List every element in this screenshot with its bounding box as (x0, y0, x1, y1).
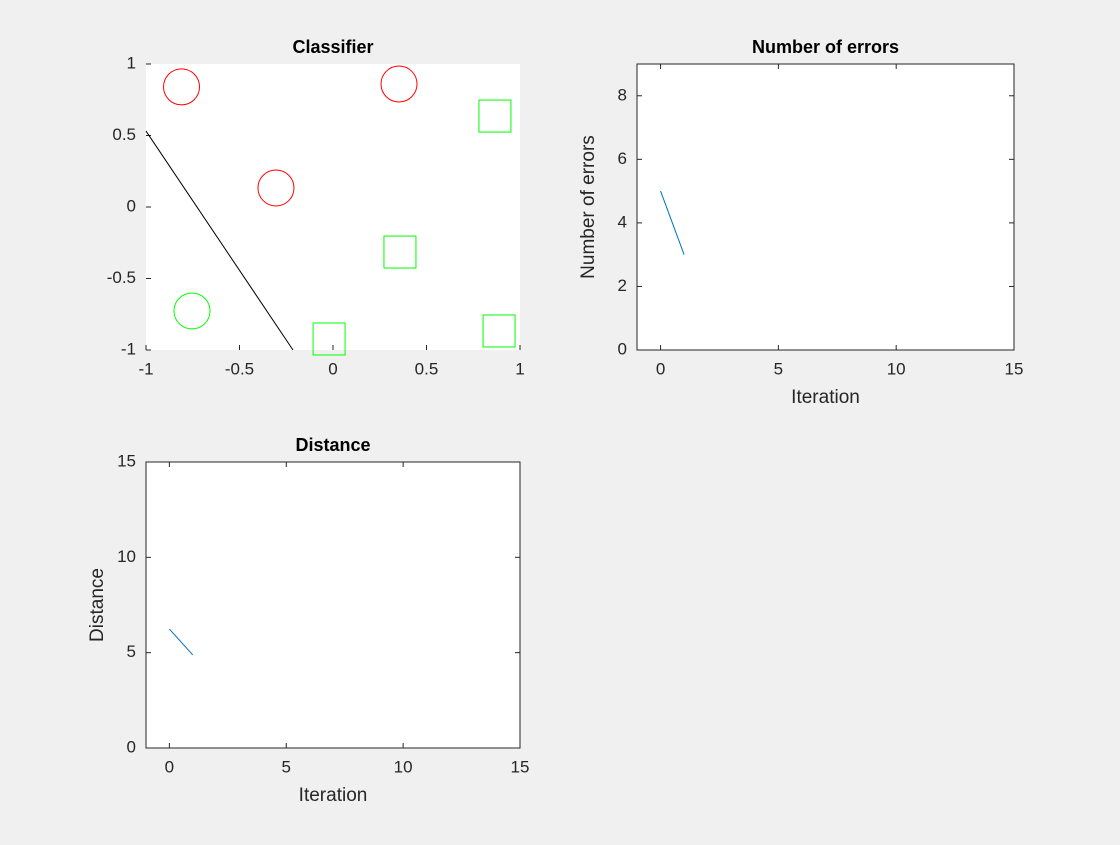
square-marker (482, 314, 516, 348)
y-axis-label: Number of errors (578, 135, 599, 279)
square-marker (312, 322, 346, 356)
y-tick-label: 0.5 (112, 125, 136, 144)
plot-area (146, 64, 520, 350)
x-tick-label: -1 (138, 359, 153, 378)
x-tick-label: 5 (282, 757, 291, 776)
y-tick-label: 1 (127, 53, 136, 72)
y-tick-label: -1 (121, 339, 136, 358)
circle-marker (173, 292, 211, 330)
x-tick-label: 0.5 (415, 359, 439, 378)
data-line (145, 130, 294, 351)
circle-marker (380, 65, 418, 103)
y-tick-label: 6 (618, 149, 627, 168)
x-tick-label: 10 (887, 359, 906, 378)
y-tick-label: 0 (127, 196, 136, 215)
x-tick-label: 0 (656, 359, 665, 378)
y-tick-label: 15 (117, 451, 136, 470)
x-tick-label: -0.5 (225, 359, 254, 378)
chart-title: Distance (295, 435, 370, 455)
plot-area (636, 63, 1015, 351)
chart-title: Number of errors (752, 37, 899, 57)
y-axis-label: Distance (87, 568, 108, 642)
y-tick-label: 10 (117, 547, 136, 566)
x-tick-label: 0 (165, 757, 174, 776)
x-tick-label: 0 (328, 359, 337, 378)
circle-marker (163, 68, 201, 106)
data-line (660, 190, 685, 255)
square-marker (478, 99, 512, 133)
x-tick-label: 15 (1005, 359, 1024, 378)
square-marker (383, 235, 417, 269)
y-tick-label: 4 (618, 212, 627, 231)
y-tick-label: 8 (618, 85, 627, 104)
circle-marker (257, 169, 295, 207)
y-tick-label: 0 (127, 737, 136, 756)
y-tick-label: 0 (618, 339, 627, 358)
x-tick-label: 1 (515, 359, 524, 378)
x-tick-label: 15 (511, 757, 530, 776)
y-tick-label: 2 (618, 276, 627, 295)
x-tick-label: 5 (774, 359, 783, 378)
data-line (169, 628, 194, 656)
y-tick-label: -0.5 (107, 268, 136, 287)
y-tick-label: 5 (127, 642, 136, 661)
x-axis-label: Iteration (791, 387, 860, 408)
chart-title: Classifier (292, 37, 373, 57)
x-tick-label: 10 (394, 757, 413, 776)
x-axis-label: Iteration (299, 785, 368, 806)
plot-area (145, 461, 521, 749)
